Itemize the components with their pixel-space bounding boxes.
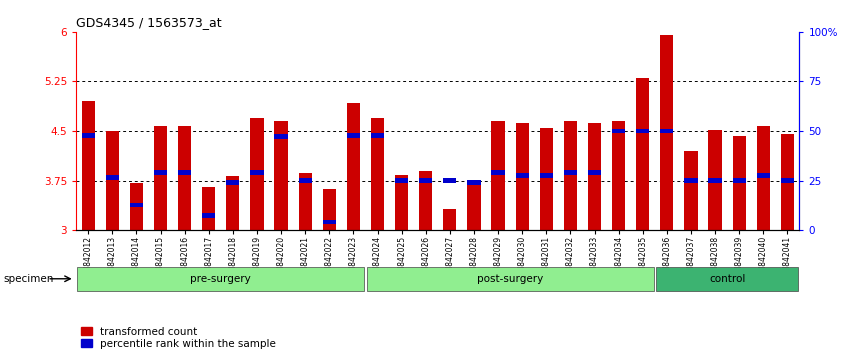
Bar — [781, 178, 794, 183]
Bar — [202, 213, 216, 218]
Bar — [322, 220, 336, 224]
Bar — [492, 170, 505, 175]
Bar — [781, 134, 794, 230]
Bar — [299, 173, 312, 230]
Text: GDS4345 / 1563573_at: GDS4345 / 1563573_at — [76, 16, 222, 29]
Bar — [129, 183, 143, 230]
Bar — [612, 129, 625, 133]
Bar — [274, 121, 288, 230]
Bar — [684, 151, 698, 230]
Bar — [563, 170, 577, 175]
Bar — [226, 180, 239, 185]
Bar — [467, 181, 481, 230]
Bar — [154, 126, 168, 230]
Bar — [81, 133, 95, 138]
Bar — [733, 178, 746, 183]
Bar — [226, 176, 239, 230]
Bar — [129, 203, 143, 207]
Bar — [366, 267, 654, 291]
Bar — [299, 178, 312, 183]
Bar — [250, 170, 264, 175]
Bar — [733, 136, 746, 230]
Bar — [347, 103, 360, 230]
Bar — [202, 187, 216, 230]
Bar — [588, 170, 602, 175]
Bar — [708, 178, 722, 183]
Bar — [588, 123, 602, 230]
Bar — [636, 78, 650, 230]
Text: pre-surgery: pre-surgery — [190, 274, 251, 284]
Bar — [636, 129, 650, 133]
Bar — [540, 173, 553, 178]
Bar — [178, 126, 191, 230]
Bar — [467, 180, 481, 185]
Legend: transformed count, percentile rank within the sample: transformed count, percentile rank withi… — [81, 327, 276, 349]
Bar — [515, 123, 529, 230]
Text: control: control — [709, 274, 745, 284]
Bar — [756, 173, 770, 178]
Bar — [347, 133, 360, 138]
Bar — [660, 129, 673, 133]
Bar — [322, 189, 336, 230]
Bar — [515, 173, 529, 178]
Bar — [395, 175, 409, 230]
Bar — [756, 126, 770, 230]
Bar — [371, 118, 384, 230]
Bar — [274, 134, 288, 138]
Bar — [443, 178, 457, 183]
Bar — [419, 171, 432, 230]
Bar — [77, 267, 365, 291]
Bar — [660, 35, 673, 230]
Bar — [656, 267, 799, 291]
Bar — [684, 178, 698, 183]
Bar — [178, 170, 191, 175]
Bar — [371, 133, 384, 138]
Bar — [419, 178, 432, 183]
Bar — [106, 131, 119, 230]
Text: specimen: specimen — [3, 274, 54, 284]
Bar — [395, 178, 409, 183]
Bar — [563, 121, 577, 230]
Bar — [106, 175, 119, 179]
Bar — [154, 170, 168, 175]
Bar — [443, 209, 457, 230]
Text: post-surgery: post-surgery — [477, 274, 543, 284]
Bar — [250, 118, 264, 230]
Bar — [81, 101, 95, 230]
Bar — [708, 130, 722, 230]
Bar — [492, 121, 505, 230]
Bar — [540, 128, 553, 230]
Bar — [612, 121, 625, 230]
